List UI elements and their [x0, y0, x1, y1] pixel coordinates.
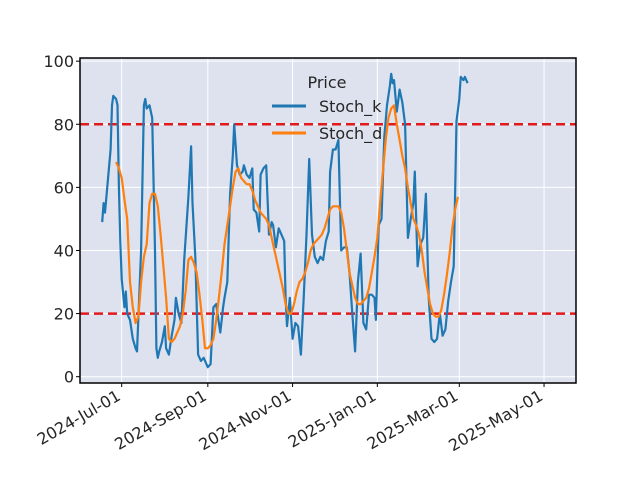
- x-tick-label: 2024-Nov-01: [196, 386, 295, 454]
- x-tick-label: 2025-Mar-01: [364, 386, 462, 453]
- x-tick-label: 2024-Jul-01: [34, 386, 124, 449]
- legend-label-stoch-d: Stoch_d: [319, 124, 382, 144]
- y-tick-label: 40: [54, 241, 74, 260]
- series-line-stoch-d: [115, 104, 459, 350]
- x-tick-label: 2025-Jan-01: [285, 386, 380, 452]
- y-tick-label: 100: [43, 52, 74, 71]
- plot-frame: [79, 57, 577, 384]
- legend: Price Stoch_k Stoch_d: [272, 73, 382, 144]
- y-tick-label: 80: [54, 115, 74, 134]
- legend-title: Price: [307, 73, 346, 92]
- series-lines: [101, 72, 469, 369]
- y-tick-label: 0: [64, 368, 74, 387]
- legend-label-stoch-k: Stoch_k: [319, 97, 382, 117]
- y-axis: 0 20 40 60 80 100: [43, 52, 80, 387]
- x-tick-label: 2024-Sep-01: [111, 386, 210, 454]
- x-axis: 2024-Jul-012024-Sep-012024-Nov-012025-Ja…: [34, 383, 546, 455]
- threshold-lines: [80, 123, 576, 315]
- x-tick-label: 2025-May-01: [445, 386, 546, 455]
- y-tick-label: 60: [54, 178, 74, 197]
- series-line-stoch-k: [101, 72, 469, 369]
- y-tick-label: 20: [54, 305, 74, 324]
